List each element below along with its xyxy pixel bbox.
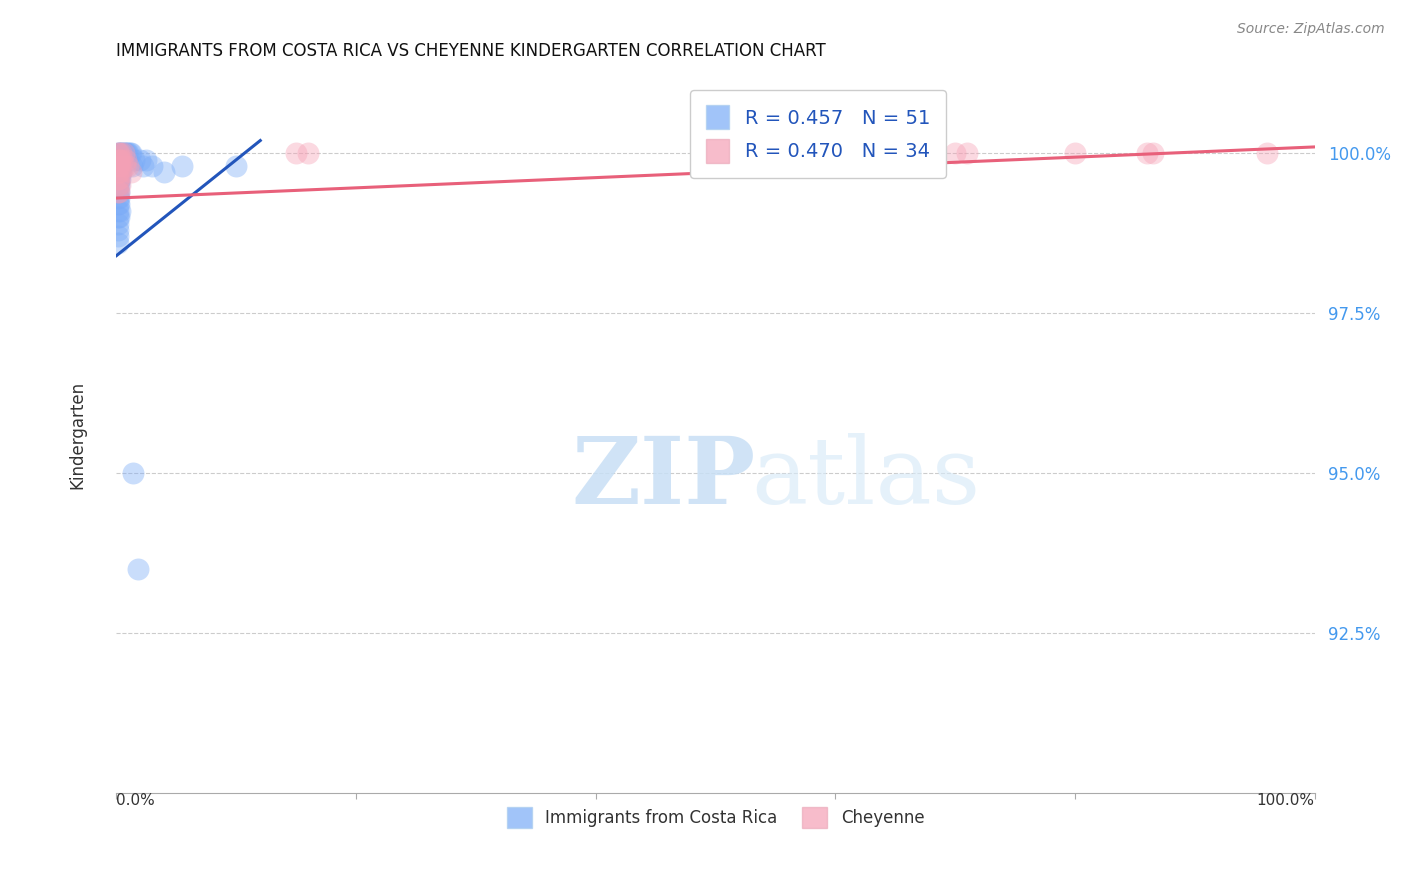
Point: [115, 146, 138, 161]
Point: [111, 146, 134, 161]
Point: [122, 466, 145, 480]
Point: [108, 153, 131, 167]
Point: [107, 146, 129, 161]
Point: [108, 159, 131, 173]
Point: [117, 159, 139, 173]
Point: [107, 178, 129, 193]
Point: [110, 165, 132, 179]
Point: [108, 191, 131, 205]
Point: [108, 172, 131, 186]
Point: [120, 146, 142, 161]
Point: [108, 165, 131, 179]
Point: [110, 153, 132, 167]
Point: [107, 191, 129, 205]
Point: [108, 172, 131, 186]
Point: [110, 146, 132, 161]
Point: [107, 172, 129, 186]
Legend: Immigrants from Costa Rica, Cheyenne: Immigrants from Costa Rica, Cheyenne: [501, 801, 931, 834]
Point: [108, 172, 131, 186]
Point: [956, 146, 979, 161]
Point: [108, 153, 131, 167]
Point: [108, 211, 131, 225]
Point: [285, 146, 308, 161]
Point: [108, 159, 131, 173]
Point: [1064, 146, 1087, 161]
Point: [107, 217, 129, 231]
Point: [107, 159, 129, 173]
Point: [129, 153, 152, 167]
Point: [124, 153, 146, 167]
Point: [141, 159, 163, 173]
Point: [765, 146, 787, 161]
Point: [108, 159, 131, 173]
Point: [108, 178, 131, 193]
Point: [107, 229, 129, 244]
Point: [108, 153, 131, 167]
Point: [112, 146, 135, 161]
Point: [110, 165, 132, 179]
Point: [127, 562, 149, 576]
Text: ZIP: ZIP: [572, 433, 756, 523]
Point: [115, 153, 138, 167]
Point: [107, 223, 129, 237]
Point: [225, 159, 247, 173]
Point: [107, 185, 129, 199]
Point: [135, 153, 157, 167]
Point: [107, 235, 129, 250]
Point: [107, 203, 129, 218]
Point: [1136, 146, 1159, 161]
Point: [107, 211, 129, 225]
Point: [111, 159, 134, 173]
Point: [117, 146, 139, 161]
Point: [107, 153, 129, 167]
Point: [114, 146, 136, 161]
Point: [107, 178, 129, 193]
Point: [153, 165, 176, 179]
Point: [107, 146, 129, 161]
Point: [943, 146, 966, 161]
Point: [117, 146, 139, 161]
Point: [108, 185, 131, 199]
Point: [108, 146, 131, 161]
Point: [114, 159, 136, 173]
Point: [118, 146, 141, 161]
Text: IMMIGRANTS FROM COSTA RICA VS CHEYENNE KINDERGARTEN CORRELATION CHART: IMMIGRANTS FROM COSTA RICA VS CHEYENNE K…: [117, 42, 827, 60]
Point: [132, 159, 155, 173]
Point: [107, 165, 129, 179]
Text: 0.0%: 0.0%: [117, 793, 155, 807]
Point: [108, 203, 131, 218]
Point: [107, 159, 129, 173]
Point: [111, 153, 134, 167]
Point: [1142, 146, 1164, 161]
Point: [297, 146, 319, 161]
Point: [107, 197, 129, 211]
Point: [108, 197, 131, 211]
Point: [107, 185, 129, 199]
Point: [108, 178, 131, 193]
Point: [108, 153, 131, 167]
Point: [112, 146, 135, 161]
Point: [1256, 146, 1278, 161]
Point: [108, 165, 131, 179]
Text: 100.0%: 100.0%: [1257, 793, 1315, 807]
Point: [110, 146, 132, 161]
Point: [108, 146, 131, 161]
Text: atlas: atlas: [752, 433, 981, 523]
Point: [172, 159, 194, 173]
Point: [108, 159, 131, 173]
Point: [120, 165, 142, 179]
Point: [776, 146, 799, 161]
Point: [108, 146, 131, 161]
Point: [108, 185, 131, 199]
Point: [107, 165, 129, 179]
Point: [121, 159, 143, 173]
Text: Kindergarten: Kindergarten: [69, 381, 87, 489]
Point: [107, 172, 129, 186]
Text: Source: ZipAtlas.com: Source: ZipAtlas.com: [1237, 22, 1385, 37]
